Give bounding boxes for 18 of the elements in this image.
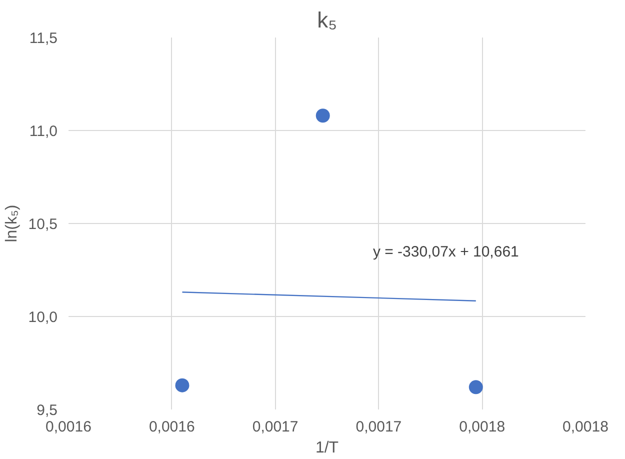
x-axis-title: 1/T: [315, 440, 339, 456]
point: [175, 378, 190, 392]
y-tick-label: 11,5: [29, 30, 58, 47]
y-tick-label: 11,0: [29, 123, 58, 140]
point: [316, 108, 330, 123]
x-tick-label: 0,0017: [252, 418, 298, 436]
point: [468, 380, 483, 394]
y-tick-label: 10,0: [28, 309, 58, 326]
y-tick-label: 9,5: [36, 402, 58, 419]
x-tick-label: 0,0016: [148, 418, 195, 436]
y-tick-label: 10,5: [28, 216, 58, 233]
x-tick-label: 0,0016: [46, 418, 92, 436]
chart-title: k₅: [317, 8, 337, 32]
x-tick-label: 0,0018: [459, 418, 506, 436]
y-axis-title: ln(k₅): [3, 204, 20, 242]
x-tick-label: 0,0018: [562, 418, 608, 436]
annotation: y = -330,07x + 10,661: [372, 244, 519, 261]
x-tick-label: 0,0017: [356, 418, 402, 436]
